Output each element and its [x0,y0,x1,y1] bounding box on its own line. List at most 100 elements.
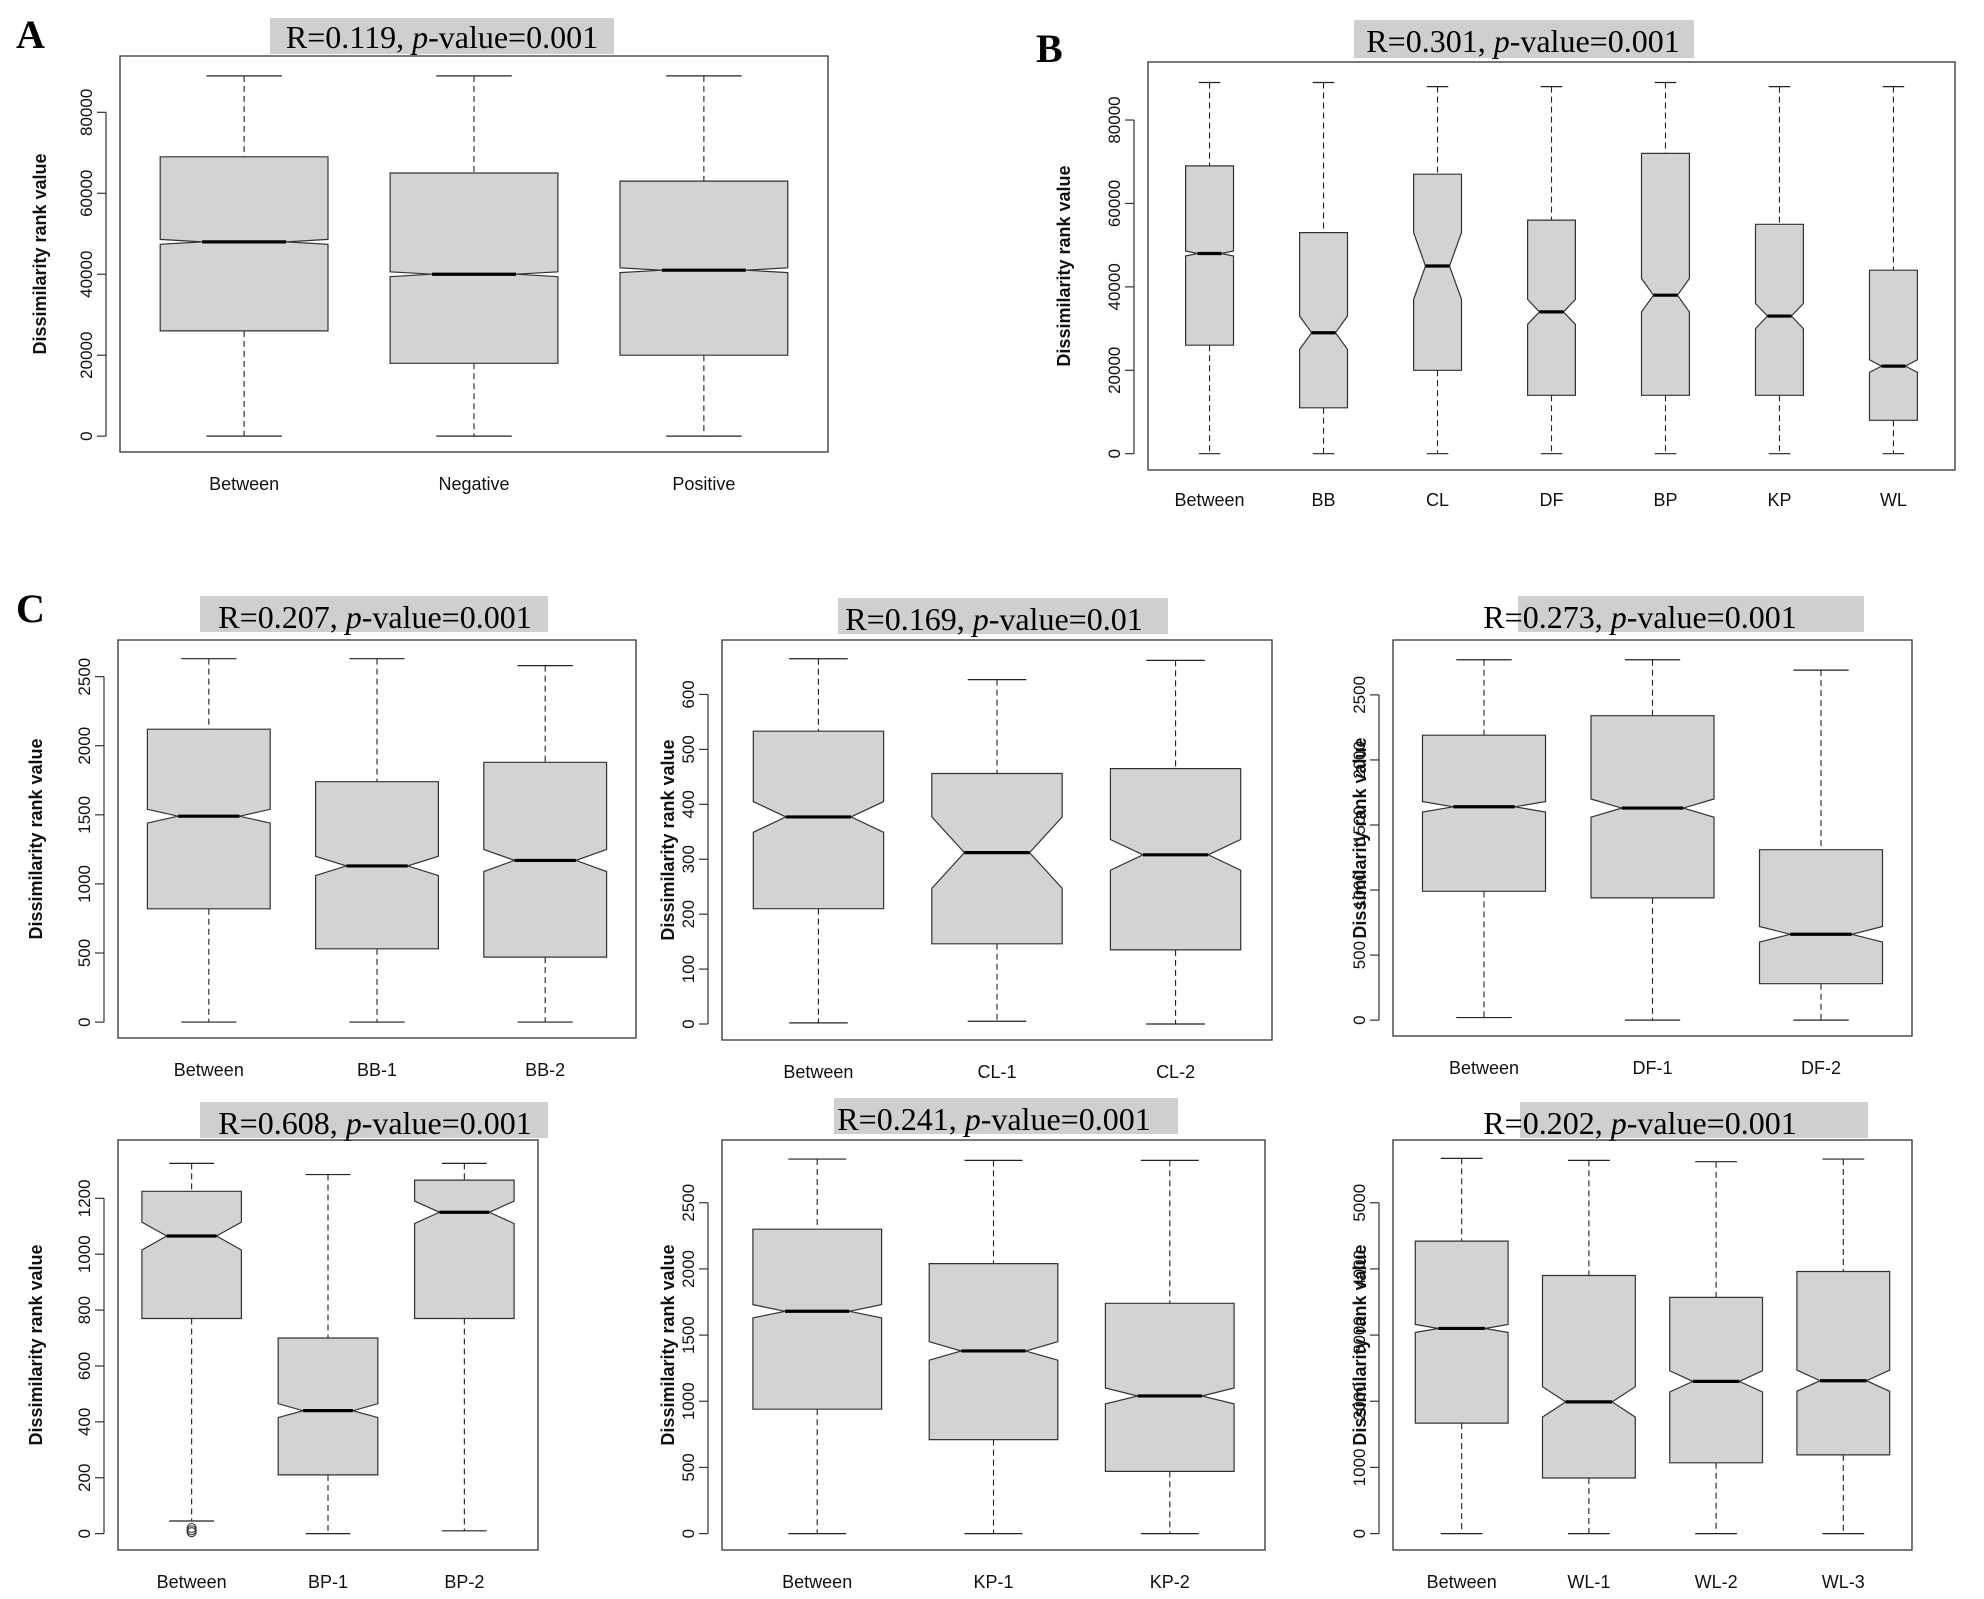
title-value-part: -value=0.01 [989,601,1143,637]
category-label: BB [1312,490,1336,510]
y-tick-label: 2000 [679,1250,698,1288]
title-r-part: R=0.241, [837,1101,964,1137]
y-tick-label: 1500 [1350,806,1369,844]
box-negative: Negative [389,75,559,494]
category-label: KP-1 [973,1572,1013,1592]
y-tick-label: 200 [75,1464,94,1492]
chart-title: R=0.273, p-value=0.001 [1483,599,1796,635]
chart-title: R=0.202, p-value=0.001 [1483,1105,1796,1141]
box-between: Between [1414,1157,1509,1592]
category-label: BB-1 [357,1060,397,1080]
notched-box [1758,849,1884,985]
y-tick-label: 0 [75,1529,94,1538]
title-r-part: R=0.273, [1483,599,1610,635]
notched-box [277,1337,379,1476]
box-wl-1: WL-1 [1541,1159,1636,1592]
y-tick-label: 3000 [1350,1316,1369,1354]
notched-box [1796,1270,1891,1456]
y-tick-label: 1000 [1350,1449,1369,1487]
title-value-part: -value=0.001 [362,599,532,635]
y-tick-label: 600 [75,1352,94,1380]
plot-frame [721,639,1273,1041]
y-tick-label: 2000 [1350,741,1369,779]
title-highlight [838,598,1168,634]
box-between: Between [752,658,885,1082]
box-kp: KP [1754,86,1805,510]
category-label: CL-1 [977,1062,1016,1082]
y-tick-label: 40000 [1105,263,1124,310]
y-tick-label: 1000 [679,1382,698,1420]
category-label: Between [1427,1572,1497,1592]
y-tick-label: 80000 [77,89,96,136]
title-value-part: -value=0.001 [362,1105,532,1141]
plot-frame [721,1139,1266,1551]
box-between: Between [1421,659,1547,1078]
plot-frame [1147,61,1956,471]
notched-box [931,772,1063,945]
plot-frame [117,1139,539,1551]
y-tick-label: 1000 [75,1235,94,1273]
title-value-part: -value=0.001 [1627,1105,1797,1141]
chart-a: R=0.119, p-value=0.001 0 20000 40000 60000 80… [30,18,829,494]
title-highlight [270,18,614,54]
box-bb-2: BB-2 [483,664,608,1080]
box-cl: CL [1412,86,1463,510]
box-wl: WL [1868,86,1919,510]
notched-box [1414,1240,1509,1424]
category-label: DF-2 [1801,1058,1841,1078]
category-label: Between [174,1060,244,1080]
y-tick-label: 0 [77,431,96,440]
box-cl-2: CL-2 [1109,659,1242,1082]
category-label: Negative [438,474,509,494]
category-label: WL [1880,490,1907,510]
box-cl-1: CL-1 [931,679,1063,1082]
y-axis-label: Dissimilarity rank value [26,1244,46,1445]
title-highlight [200,596,548,632]
y-tick-label: 0 [1350,1529,1369,1538]
title-highlight [1518,596,1864,632]
y-tick-label: 500 [75,939,94,967]
y-tick-label: 20000 [77,332,96,379]
plot-frame [119,55,829,453]
box-bp: BP [1640,81,1691,510]
y-tick-label: 0 [679,1019,698,1028]
y-tick-label: 600 [679,680,698,708]
y-tick-label: 2000 [75,727,94,765]
charts-group: R=0.119, p-value=0.001020000400006000080… [26,18,1956,1592]
box-df-2: DF-2 [1758,669,1884,1078]
y-axis-label: Dissimilarity rank value [1054,165,1074,366]
y-tick-label: 500 [679,735,698,763]
box-bb-1: BB-1 [315,658,439,1080]
category-label: Between [783,1062,853,1082]
chart-title: R=0.119, p-value=0.001 [286,19,598,55]
notched-box [1541,1274,1636,1479]
notched-box [1184,165,1235,346]
notched-box [146,728,271,910]
chart-title: R=0.241, p-value=0.001 [837,1101,1150,1137]
y-tick-label: 300 [679,845,698,873]
notched-box [752,730,885,910]
title-p-italic: p [410,19,428,55]
y-axis-label: Dissimilarity rank value [1350,1244,1370,1445]
plot-frame [1392,1139,1913,1551]
title-r-part: R=0.207, [218,599,345,635]
notched-box [141,1190,242,1320]
y-tick-label: 1000 [1350,871,1369,909]
title-p-italic: p [344,1105,362,1141]
box-df-1: DF-1 [1590,659,1715,1078]
y-tick-label: 800 [75,1296,94,1324]
notched-box [1298,232,1349,409]
notched-box [1754,223,1805,396]
title-p-italic: p [963,1101,981,1137]
title-p-italic: p [971,601,989,637]
category-label: BB-2 [525,1060,565,1080]
notched-box [1526,219,1577,396]
box-bp-2: BP-2 [414,1162,515,1592]
category-label: BP-2 [444,1572,484,1592]
box-wl-2: WL-2 [1669,1161,1764,1592]
chart-c1: R=0.207, p-value=0.001 0 500 1000 1500 2000 25… [26,596,637,1080]
y-tick-label: 100 [679,955,698,983]
title-r-part: R=0.119, [286,19,412,55]
category-label: Between [157,1572,227,1592]
